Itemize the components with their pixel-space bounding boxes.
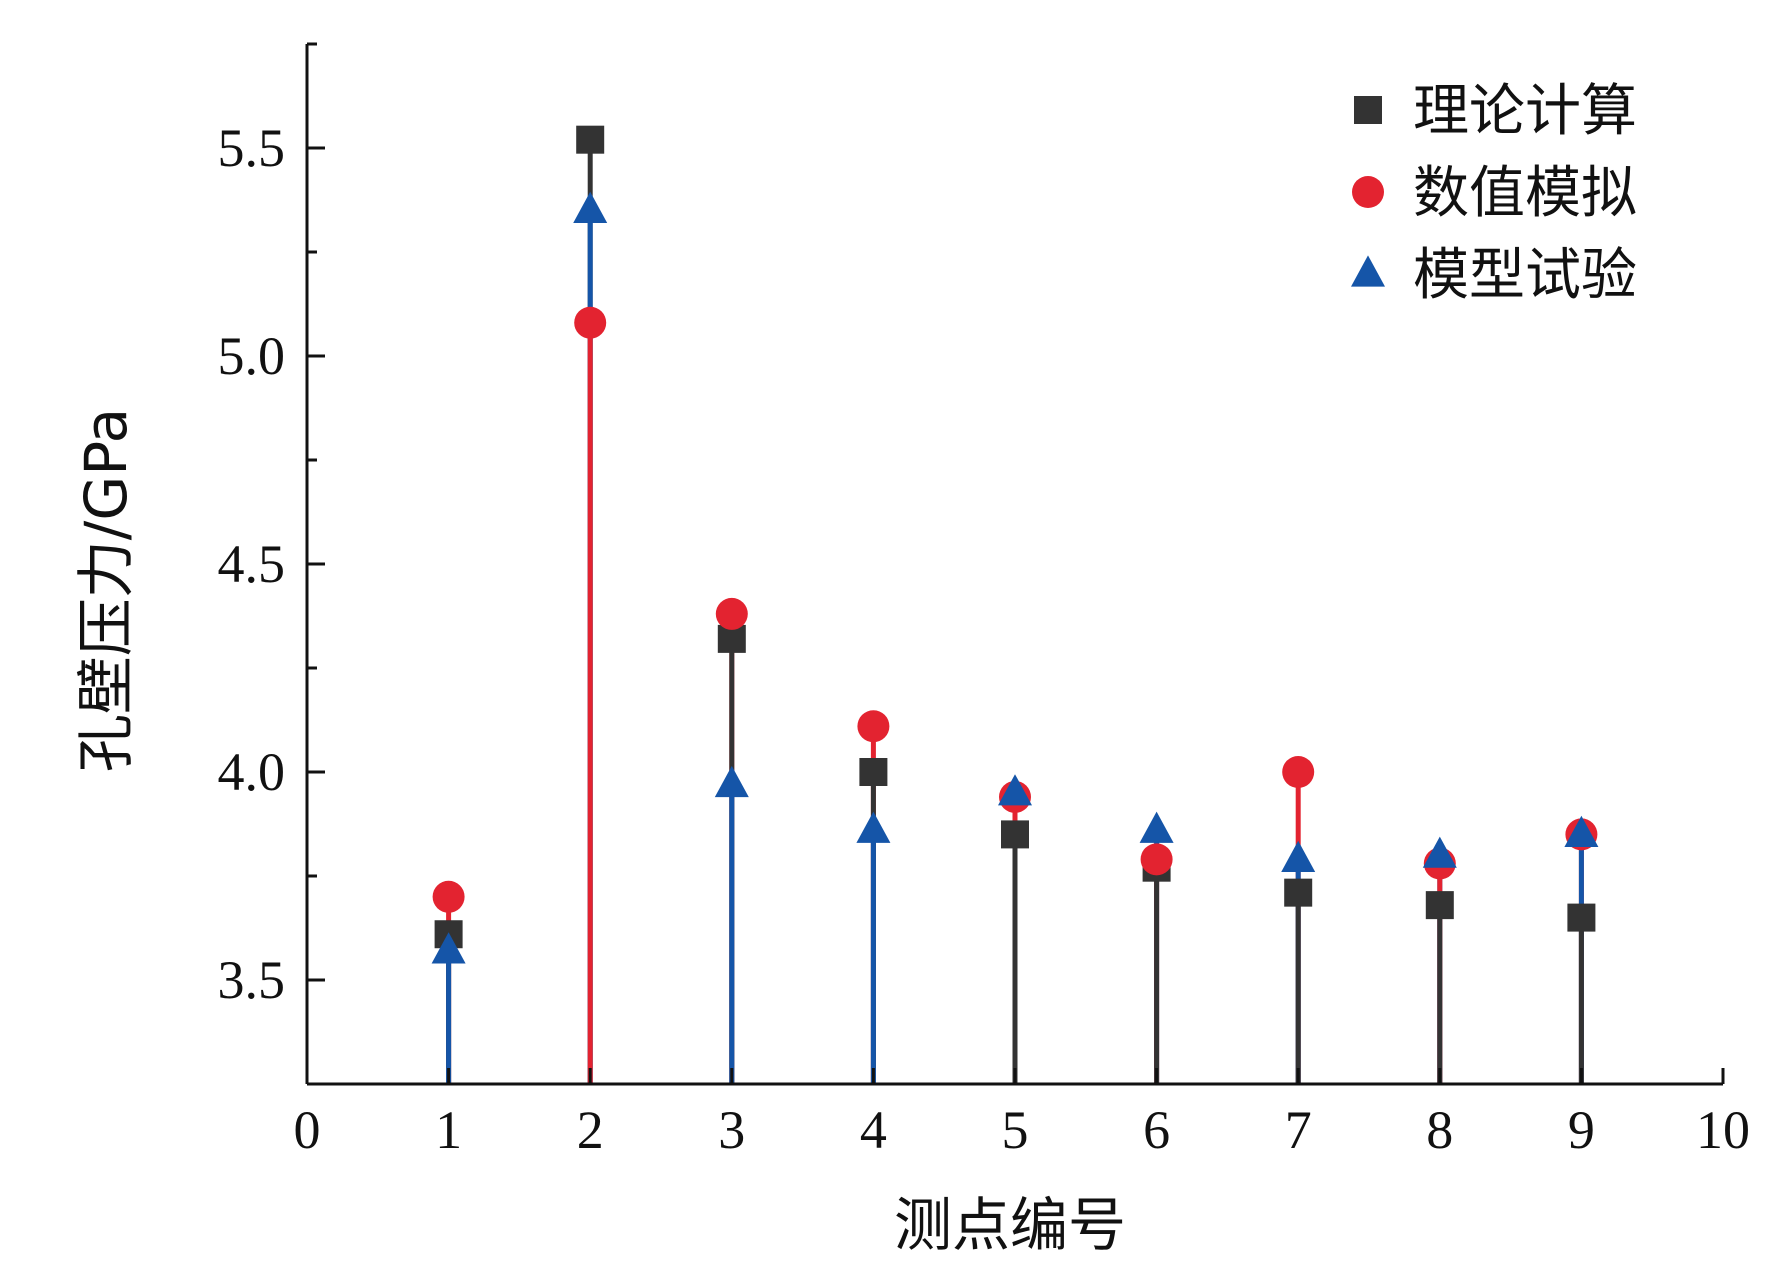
x-tick-label: 9 — [1568, 1100, 1595, 1160]
data-point-triangle — [998, 774, 1032, 806]
axes: 0 1 2 3 4 5 6 7 8 9 10 3.5 4.0 4.5 5.0 5.5 — [218, 42, 1750, 1160]
data-point-circle — [1140, 843, 1173, 876]
y-tick-label: 3.5 — [218, 950, 286, 1010]
x-tick-label: 7 — [1285, 1100, 1312, 1160]
data-point-triangle — [573, 191, 608, 223]
markers — [431, 125, 1599, 964]
x-tick-label: 2 — [577, 1100, 604, 1160]
data-point-square — [1567, 903, 1596, 932]
legend-marker-triangle — [1351, 255, 1385, 287]
x-tick-label: 0 — [294, 1100, 321, 1160]
data-point-triangle — [1422, 836, 1457, 868]
data-point-triangle — [431, 932, 466, 964]
data-point-triangle — [1139, 811, 1174, 843]
legend-marker-circle — [1352, 176, 1384, 208]
legend-label: 模型试验 — [1413, 243, 1637, 308]
data-point-square — [1425, 891, 1454, 920]
y-tick-label: 4.5 — [218, 534, 286, 594]
data-point-circle — [715, 597, 748, 630]
stems — [446, 139, 1584, 1084]
legend-label: 数值模拟 — [1413, 161, 1637, 226]
data-point-triangle — [1281, 840, 1316, 872]
x-tick-label: 3 — [718, 1100, 745, 1160]
data-point-circle — [432, 880, 465, 913]
y-tick-label: 5.0 — [218, 326, 286, 386]
y-tick-label: 4.0 — [218, 742, 286, 802]
data-point-circle — [574, 306, 607, 339]
data-point-square — [576, 125, 605, 154]
data-point-square — [1284, 878, 1313, 907]
data-point-square — [859, 758, 888, 786]
data-point-circle — [857, 710, 890, 743]
data-point-square — [1001, 820, 1029, 849]
legend-label: 理论计算 — [1413, 79, 1637, 144]
data-point-triangle — [1564, 815, 1599, 847]
data-point-triangle — [714, 765, 749, 798]
x-tick-label: 8 — [1426, 1100, 1453, 1160]
legend-marker-square — [1354, 96, 1382, 124]
x-tick-label: 1 — [435, 1100, 462, 1160]
data-point-triangle — [856, 811, 891, 843]
x-tick-label: 4 — [860, 1100, 887, 1160]
x-tick-label: 5 — [1002, 1100, 1029, 1160]
y-axis-title: 孔壁压力/GPa — [72, 408, 140, 772]
x-tick-label: 6 — [1143, 1100, 1170, 1160]
x-axis-title: 测点编号 — [894, 1191, 1126, 1259]
data-point-circle — [1282, 756, 1315, 788]
y-tick-label: 5.5 — [218, 118, 286, 178]
x-tick-label: 10 — [1696, 1100, 1750, 1160]
